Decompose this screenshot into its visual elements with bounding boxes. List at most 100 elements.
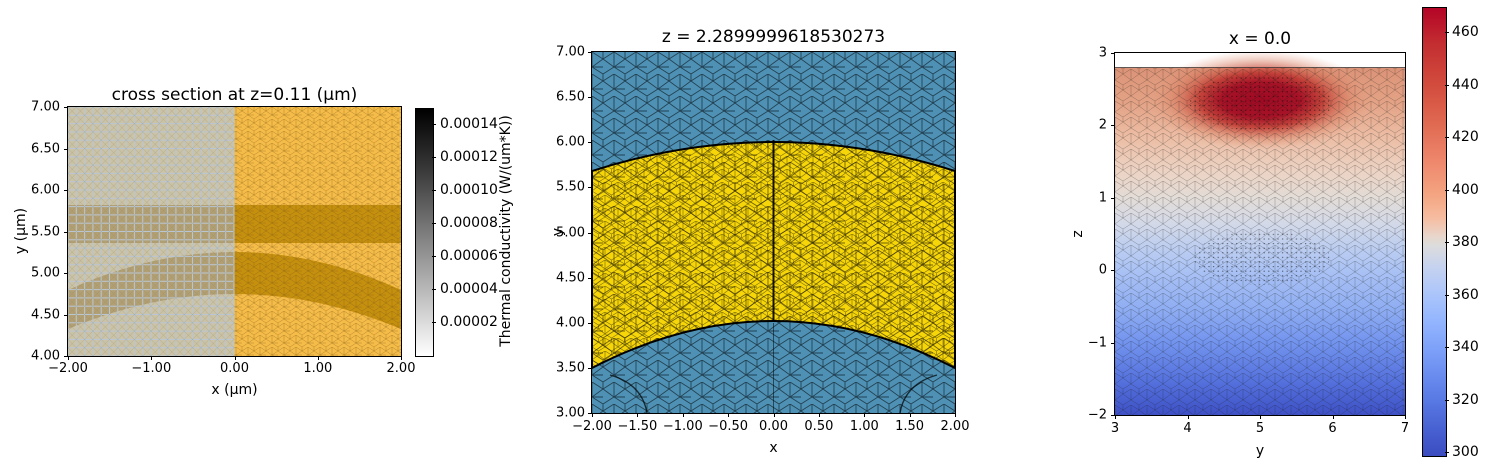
tick-label: 5 <box>1255 421 1265 436</box>
tick-mark <box>909 413 911 417</box>
right-colorbar <box>1422 7 1447 457</box>
tick-mark <box>1445 242 1449 243</box>
tick-label: 1.00 <box>303 361 333 376</box>
tick-mark <box>64 231 68 233</box>
tick-mark <box>588 97 592 99</box>
tick-label: 6.50 <box>556 89 585 105</box>
tick-mark <box>64 314 68 316</box>
tick-mark <box>151 356 153 360</box>
tick-label: 400 <box>1452 181 1479 198</box>
tick-label: 4.50 <box>556 270 585 286</box>
tick-mark <box>401 356 402 360</box>
right-plot-canvas <box>1114 52 1406 416</box>
tick-mark <box>592 413 593 417</box>
tick-mark <box>1111 125 1115 127</box>
right-y-axis-label: z <box>1070 230 1086 238</box>
tick-label: 0.00004 <box>440 281 498 297</box>
tick-mark <box>1445 452 1449 453</box>
tick-label: 3.50 <box>556 360 585 376</box>
right-plot-title: x = 0.0 <box>1228 29 1292 49</box>
tick-label: 1.50 <box>895 419 925 434</box>
right-x-axis-label: y <box>1255 443 1265 459</box>
tick-mark <box>955 413 956 417</box>
tick-label: 0 <box>1098 262 1107 278</box>
left-plot-title: cross section at z=0.11 (μm) <box>111 85 358 105</box>
tick-label: 420 <box>1452 129 1479 145</box>
tick-label: −1.00 <box>662 419 703 434</box>
tick-label: 2.00 <box>386 361 416 376</box>
tick-mark <box>588 413 592 414</box>
tick-label: 7 <box>1400 421 1410 436</box>
tick-label: 7.00 <box>556 44 585 60</box>
tick-label: 6.00 <box>556 134 585 150</box>
tick-mark <box>588 232 592 234</box>
tick-mark <box>1445 347 1449 348</box>
tick-label: 360 <box>1452 286 1479 303</box>
middle-plot-title: z = 2.2899999618530273 <box>661 27 886 47</box>
tick-label: 300 <box>1452 444 1479 460</box>
tick-mark <box>1445 32 1449 33</box>
tick-label: 0.00014 <box>440 116 498 132</box>
tick-mark <box>588 52 592 53</box>
tick-mark <box>588 187 592 189</box>
tick-mark <box>682 413 684 417</box>
tick-label: 0.00002 <box>440 314 498 330</box>
tick-label: 4 <box>1183 421 1192 436</box>
tick-label: 5.00 <box>556 225 585 240</box>
tick-mark <box>1111 53 1115 54</box>
tick-mark <box>588 322 592 324</box>
tick-mark <box>64 356 68 357</box>
tick-label: 7.00 <box>31 99 60 115</box>
tick-label: −2.00 <box>48 361 88 376</box>
tick-mark <box>588 142 592 144</box>
tick-mark <box>1187 415 1189 419</box>
tick-label: 0.50 <box>804 419 834 434</box>
tick-label: 340 <box>1452 339 1479 355</box>
tick-label: 5.50 <box>31 224 60 239</box>
middle-x-axis-label: x <box>769 440 778 456</box>
tick-label: 0.00008 <box>440 215 498 231</box>
tick-label: 4.50 <box>31 307 60 322</box>
tick-label: 6.00 <box>31 182 60 198</box>
left-colorbar-label: Thermal conductivity (W/(um*K)) <box>498 115 514 347</box>
tick-label: 460 <box>1452 24 1479 40</box>
tick-mark <box>1111 342 1115 344</box>
tick-mark <box>432 289 436 290</box>
tick-mark <box>1111 197 1115 199</box>
tick-mark <box>1445 294 1449 296</box>
tick-mark <box>864 413 866 417</box>
tick-mark <box>317 356 319 360</box>
left-x-axis-label: x (μm) <box>211 382 258 398</box>
tick-label: 4.00 <box>556 315 585 331</box>
tick-mark <box>637 413 639 417</box>
tick-mark <box>1405 415 1406 419</box>
tick-label: 3.00 <box>556 405 585 421</box>
tick-label: −1.00 <box>131 361 172 376</box>
mesh-overlay <box>592 52 955 413</box>
tick-label: 320 <box>1452 391 1479 408</box>
tick-label: 380 <box>1452 234 1479 250</box>
tick-mark <box>818 413 820 417</box>
tick-mark <box>64 148 68 150</box>
tick-label: −1.50 <box>617 419 658 434</box>
tick-mark <box>1111 270 1115 272</box>
tick-label: 0.00010 <box>440 182 498 198</box>
tick-mark <box>234 356 236 360</box>
tick-mark <box>432 124 436 125</box>
tick-label: 1 <box>1098 190 1107 206</box>
tick-mark <box>432 157 436 158</box>
tick-label: 5.50 <box>556 179 585 195</box>
tick-mark <box>1260 415 1261 419</box>
mesh-overlay <box>1115 67 1405 415</box>
left-plot-canvas <box>67 106 402 357</box>
tick-mark <box>1445 84 1449 86</box>
tick-label: −1 <box>1087 335 1107 351</box>
tick-label: −2 <box>1087 407 1107 423</box>
tick-label: 0.00006 <box>440 248 498 264</box>
left-y-axis-label: y (μm) <box>13 207 29 255</box>
tick-mark <box>588 367 592 369</box>
tick-label: 0.00012 <box>440 149 498 165</box>
tick-label: 2 <box>1098 117 1107 133</box>
tick-mark <box>432 322 436 323</box>
left-structured-half <box>68 107 235 356</box>
